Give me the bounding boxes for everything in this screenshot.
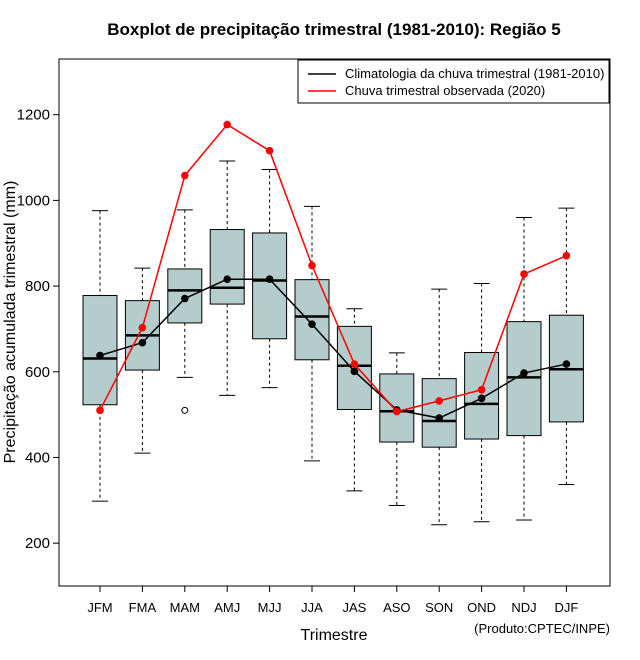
series-point	[350, 367, 359, 376]
y-axis: 200 400 600 800 1000 1200	[17, 107, 60, 552]
legend-label-observed: Chuva trimestral observada (2020)	[345, 83, 545, 98]
series-point	[96, 351, 104, 360]
series-point	[223, 120, 231, 129]
series-point	[435, 397, 444, 405]
box-MJJ	[252, 169, 288, 389]
x-tick-label: FMA	[129, 600, 157, 615]
x-axis-title: Trimestre	[301, 627, 368, 644]
x-tick-label: AMJ	[214, 600, 240, 615]
series-point	[520, 270, 528, 278]
box-AMJ	[209, 160, 245, 396]
series-point	[435, 414, 444, 422]
x-tick-label: JJA	[301, 600, 323, 615]
box-iqr	[506, 321, 542, 437]
series-line	[99, 123, 567, 413]
x-tick-label: JFM	[87, 600, 112, 615]
x-tick-label: MJJ	[258, 600, 282, 615]
series-point	[562, 251, 571, 260]
y-tick-label: 200	[25, 535, 50, 552]
x-tick-label: OND	[467, 600, 496, 615]
box-iqr	[252, 232, 288, 340]
box-MAM	[167, 209, 203, 414]
x-tick-label: DJF	[554, 600, 578, 615]
series-point	[350, 360, 359, 368]
series-point	[181, 294, 189, 303]
series-point	[223, 275, 231, 284]
box-FMA	[124, 267, 160, 454]
outlier-point	[181, 406, 189, 414]
box-OND	[464, 283, 500, 523]
box-SON	[421, 288, 457, 526]
credit-text: (Produto:CPTEC/INPE)	[474, 621, 610, 636]
box-iqr	[82, 295, 118, 406]
series-point	[265, 275, 274, 284]
series-point	[308, 261, 316, 270]
box-iqr	[209, 229, 245, 305]
box-JJA	[294, 205, 330, 462]
x-tick-label: NDJ	[511, 600, 536, 615]
legend-frame	[297, 59, 610, 104]
legend: Climatologia da chuva trimestral (1981-2…	[297, 59, 610, 104]
series-lines	[96, 120, 571, 422]
series-point	[520, 369, 528, 377]
boxes	[82, 160, 584, 526]
series-point	[308, 320, 316, 329]
series-point	[265, 146, 274, 155]
series-point	[138, 338, 147, 347]
legend-label-climatology: Climatologia da chuva trimestral (1981-2…	[345, 66, 604, 81]
box-DJF	[548, 207, 584, 485]
y-tick-label: 600	[25, 364, 50, 381]
box-ASO	[379, 352, 415, 506]
observed-series	[96, 120, 571, 416]
box-NDJ	[506, 217, 542, 521]
y-tick-label: 400	[25, 449, 50, 466]
box-JFM	[82, 210, 118, 502]
series-point	[138, 323, 147, 332]
climatology-series	[96, 275, 571, 422]
x-tick-label: MAM	[170, 600, 200, 615]
y-tick-label: 1000	[17, 192, 50, 209]
series-point	[562, 360, 571, 368]
series-point	[477, 385, 486, 394]
series-point	[96, 406, 104, 415]
x-tick-label: SON	[425, 600, 453, 615]
x-tick-label: ASO	[383, 600, 410, 615]
x-tick-label: JAS	[342, 600, 366, 615]
x-axis: JFM FMA MAM AMJ MJJ JJA JAS ASO SON OND NDJ DJF	[87, 586, 578, 615]
series-point	[393, 407, 401, 416]
series-point	[477, 394, 486, 403]
chart-title: Boxplot de precipitação trimestral (1981…	[107, 20, 561, 39]
series-line	[99, 278, 567, 419]
y-tick-label: 1200	[17, 107, 50, 124]
series-point	[181, 171, 189, 180]
y-axis-title: Precipitação acumulada trimestral (mm)	[2, 181, 19, 464]
y-tick-label: 800	[25, 278, 50, 295]
